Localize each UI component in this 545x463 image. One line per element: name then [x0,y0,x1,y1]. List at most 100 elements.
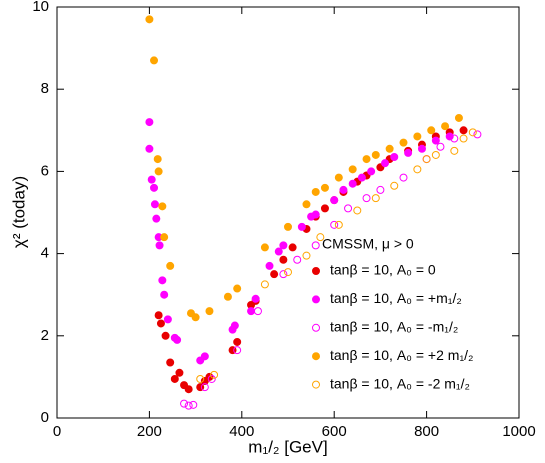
point [260,280,269,289]
point [200,352,209,361]
point [450,134,459,143]
point [191,313,200,322]
point [334,173,343,182]
point [166,358,175,367]
point [156,319,165,328]
point [353,206,362,215]
legend-label: tanβ = 10, A₀ = -m₁/₂ [330,319,458,335]
legend-label: tanβ = 10, A₀ = +m₁/₂ [330,290,462,306]
point [175,368,184,377]
point [367,167,376,176]
y-tick-label: 10 [32,0,49,15]
point [150,56,159,65]
point [445,132,454,141]
point [265,261,274,270]
point [417,144,426,153]
y-tick-label: 6 [41,162,49,179]
point [399,138,408,147]
point [413,165,422,174]
point [233,284,242,293]
point [330,220,339,229]
point [316,233,325,242]
point [390,153,399,162]
point [233,337,242,346]
point [279,255,288,264]
point [302,200,311,209]
point [293,255,302,264]
point [390,181,399,190]
point [251,294,260,303]
point [427,126,436,135]
point [210,370,219,379]
point [441,122,450,131]
point [297,222,306,231]
point [473,130,482,139]
point [330,196,339,205]
y-tick-label: 4 [41,245,49,262]
point [302,251,311,260]
point [189,400,198,409]
point [311,210,320,219]
point [288,243,297,252]
point [320,204,329,213]
point [260,243,269,252]
legend-label: tanβ = 10, A₀ = -2 m₁/₂ [330,375,470,391]
point [223,292,232,301]
x-tick-label: 1000 [502,423,535,440]
point [311,187,320,196]
point [247,307,256,316]
point [459,134,468,143]
point [154,167,163,176]
point [145,144,154,153]
point [155,241,164,250]
point [147,175,156,184]
point [161,331,170,340]
point [422,155,431,164]
point [170,374,179,383]
legend-marker [312,267,320,275]
point [160,233,169,242]
point [145,118,154,127]
x-tick-label: 400 [229,423,254,440]
point [270,270,279,279]
point [196,374,205,383]
legend-title: CMSSM, μ > 0 [322,236,414,252]
point [173,335,182,344]
point [334,220,343,229]
point [431,136,440,145]
point [362,194,371,203]
y-tick-label: 8 [41,80,49,97]
point [158,202,167,211]
point [180,399,189,408]
point [348,165,357,174]
point [160,290,169,299]
point [284,268,292,277]
point [233,346,242,355]
legend-label: tanβ = 10, A₀ = 0 [330,262,436,278]
point [184,385,193,394]
point [279,241,288,250]
point [145,15,154,24]
point [274,247,283,256]
point [431,150,440,159]
point [376,185,385,194]
point [311,241,320,250]
point [158,276,167,285]
point [154,311,163,320]
point [152,214,161,223]
x-axis-label: m₁/₂ [GeV] [248,437,327,456]
point [150,200,159,209]
y-tick-label: 0 [41,409,49,426]
point [184,401,193,410]
point [163,315,172,324]
point [362,155,371,164]
x-tick-label: 0 [53,423,61,440]
point [371,150,380,159]
legend-marker [312,380,320,389]
point [404,148,413,157]
point [279,270,288,279]
point [284,222,292,231]
plot-frame [56,6,520,419]
point [381,159,390,168]
